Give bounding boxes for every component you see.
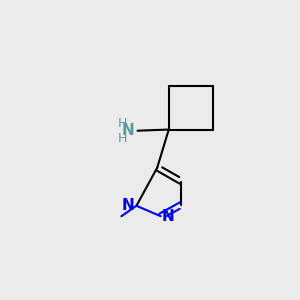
Text: H: H (118, 117, 127, 130)
Text: N: N (122, 198, 134, 213)
Text: N: N (162, 209, 175, 224)
Text: N: N (122, 123, 135, 138)
Text: H: H (118, 132, 127, 145)
